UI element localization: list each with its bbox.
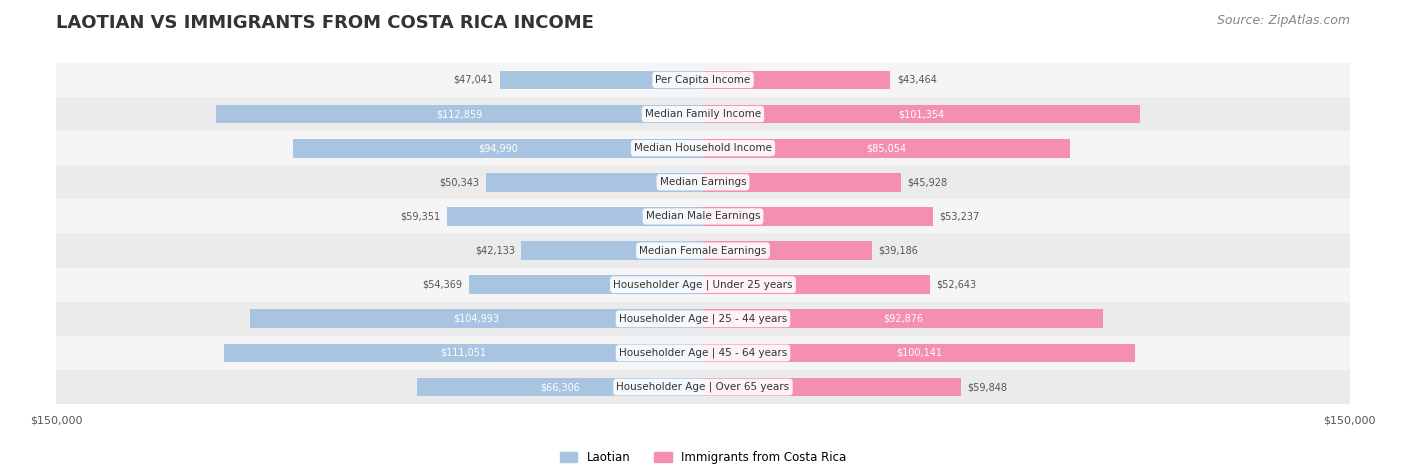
Bar xyxy=(224,344,703,362)
Bar xyxy=(703,71,890,89)
Bar xyxy=(56,97,1350,131)
Bar xyxy=(217,105,703,123)
Text: $47,041: $47,041 xyxy=(454,75,494,85)
Text: $92,876: $92,876 xyxy=(883,314,924,324)
Text: Source: ZipAtlas.com: Source: ZipAtlas.com xyxy=(1216,14,1350,27)
Bar xyxy=(56,165,1350,199)
Bar xyxy=(501,71,703,89)
Bar xyxy=(56,268,1350,302)
Text: $42,133: $42,133 xyxy=(475,246,515,255)
Bar xyxy=(703,139,1070,157)
Bar xyxy=(56,199,1350,234)
Text: Median Earnings: Median Earnings xyxy=(659,177,747,187)
Bar xyxy=(250,310,703,328)
Text: $66,306: $66,306 xyxy=(540,382,581,392)
Bar xyxy=(486,173,703,191)
Text: $111,051: $111,051 xyxy=(440,348,486,358)
Text: $104,993: $104,993 xyxy=(454,314,499,324)
Legend: Laotian, Immigrants from Costa Rica: Laotian, Immigrants from Costa Rica xyxy=(555,446,851,467)
Text: $59,848: $59,848 xyxy=(967,382,1008,392)
Text: $43,464: $43,464 xyxy=(897,75,936,85)
Text: Median Family Income: Median Family Income xyxy=(645,109,761,119)
Text: Householder Age | 25 - 44 years: Householder Age | 25 - 44 years xyxy=(619,313,787,324)
Text: $53,237: $53,237 xyxy=(939,212,979,221)
Text: Median Household Income: Median Household Income xyxy=(634,143,772,153)
Bar xyxy=(468,276,703,294)
Bar xyxy=(56,336,1350,370)
Text: Median Male Earnings: Median Male Earnings xyxy=(645,212,761,221)
Text: Householder Age | Under 25 years: Householder Age | Under 25 years xyxy=(613,279,793,290)
Text: $100,141: $100,141 xyxy=(896,348,942,358)
Bar xyxy=(703,241,872,260)
Bar xyxy=(56,234,1350,268)
Text: $85,054: $85,054 xyxy=(866,143,907,153)
Text: $45,928: $45,928 xyxy=(907,177,948,187)
Text: Median Female Earnings: Median Female Earnings xyxy=(640,246,766,255)
Text: LAOTIAN VS IMMIGRANTS FROM COSTA RICA INCOME: LAOTIAN VS IMMIGRANTS FROM COSTA RICA IN… xyxy=(56,14,595,32)
Bar xyxy=(418,378,703,396)
Bar xyxy=(703,344,1135,362)
Text: $101,354: $101,354 xyxy=(898,109,945,119)
Bar xyxy=(703,378,962,396)
Bar xyxy=(703,276,929,294)
Text: Householder Age | Over 65 years: Householder Age | Over 65 years xyxy=(616,382,790,392)
Bar xyxy=(56,302,1350,336)
Bar xyxy=(447,207,703,226)
Text: $39,186: $39,186 xyxy=(879,246,918,255)
Bar xyxy=(703,173,901,191)
Text: $94,990: $94,990 xyxy=(478,143,519,153)
Bar xyxy=(703,105,1140,123)
Bar xyxy=(56,370,1350,404)
Text: $59,351: $59,351 xyxy=(401,212,440,221)
Text: $112,859: $112,859 xyxy=(437,109,482,119)
Bar xyxy=(703,207,932,226)
Text: $50,343: $50,343 xyxy=(440,177,479,187)
Text: Householder Age | 45 - 64 years: Householder Age | 45 - 64 years xyxy=(619,348,787,358)
Bar xyxy=(703,310,1104,328)
Bar xyxy=(294,139,703,157)
Bar xyxy=(56,131,1350,165)
Text: Per Capita Income: Per Capita Income xyxy=(655,75,751,85)
Text: $54,369: $54,369 xyxy=(422,280,463,290)
Bar xyxy=(56,63,1350,97)
Bar xyxy=(522,241,703,260)
Text: $52,643: $52,643 xyxy=(936,280,977,290)
